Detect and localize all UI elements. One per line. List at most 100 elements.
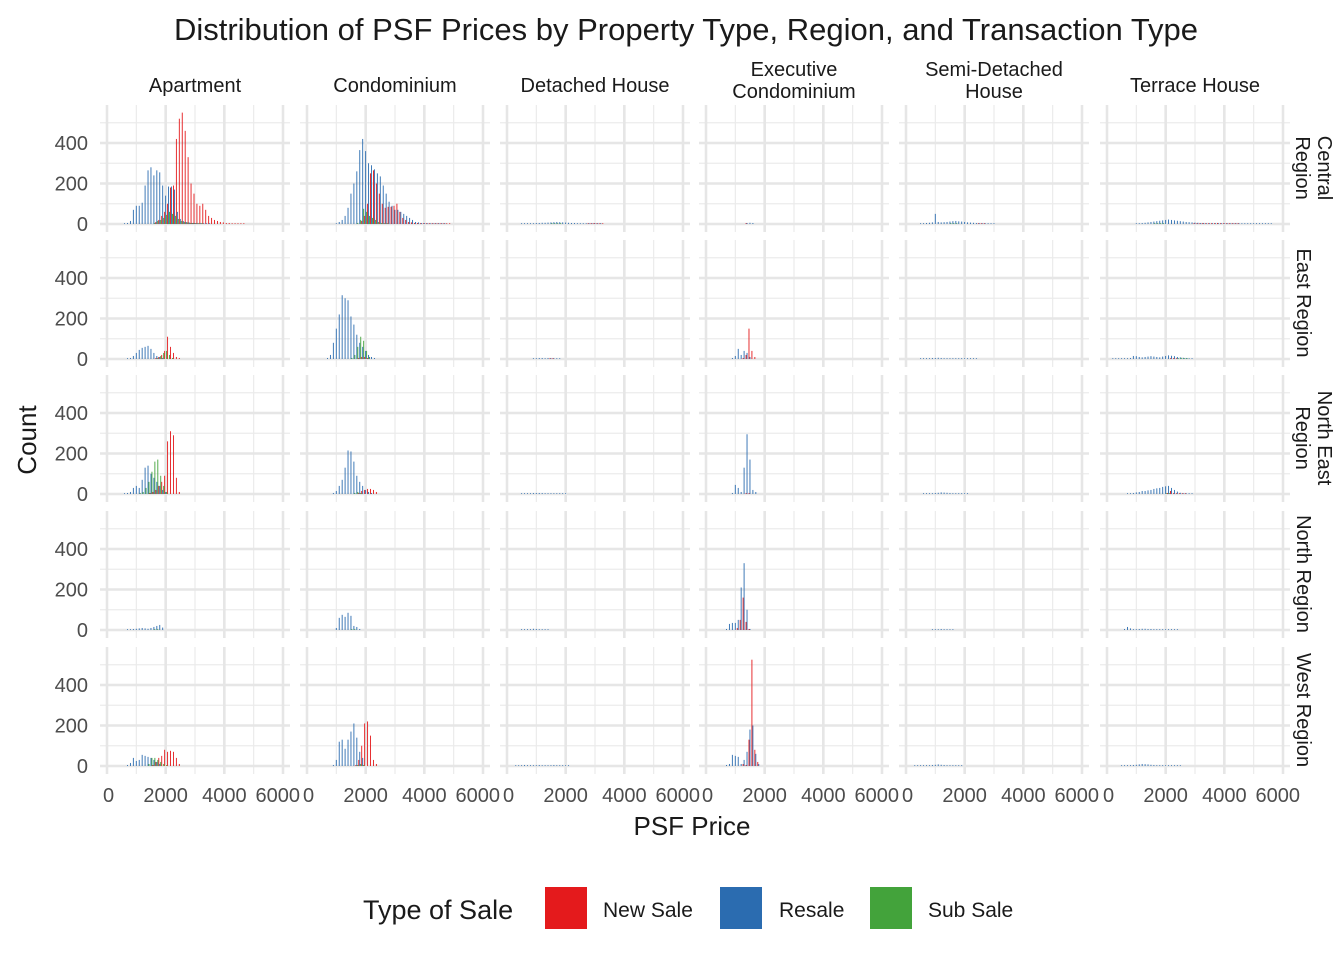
bar-resale — [353, 625, 355, 630]
bar-resale — [538, 629, 540, 630]
bar-resale — [132, 355, 134, 359]
bar-resale — [327, 357, 328, 359]
bar-new-sale — [1208, 223, 1210, 224]
bar-resale — [749, 628, 751, 630]
bar-resale — [356, 737, 358, 766]
bar-resale — [141, 479, 143, 494]
strip-label-detached-house: Detached House — [521, 75, 670, 97]
bar-resale — [1238, 223, 1240, 224]
bar-new-sale — [205, 209, 207, 224]
bar-resale — [359, 342, 361, 359]
bar-resale — [1162, 486, 1164, 494]
y-tick-label: 0 — [77, 214, 88, 236]
bar-resale — [444, 223, 446, 224]
bar-resale — [1118, 358, 1120, 359]
bar-resale — [1235, 223, 1237, 224]
bar-sub-sale — [380, 222, 382, 224]
bar-resale — [529, 765, 531, 766]
bar-resale — [359, 628, 361, 630]
bar-resale — [928, 358, 930, 359]
bar-resale — [1168, 219, 1170, 224]
panel-west-region-terrace-house — [1100, 647, 1290, 774]
bar-resale — [347, 612, 349, 630]
y-tick-label: 200 — [55, 716, 88, 738]
bar-resale — [138, 759, 140, 766]
bar-resale — [1150, 764, 1152, 766]
panel-north-east-region-semi-detached-house — [899, 375, 1089, 502]
bar-resale — [403, 213, 405, 224]
bar-resale — [737, 619, 739, 630]
bar-sub-sale — [166, 350, 168, 359]
bar-resale — [1176, 629, 1178, 630]
bar-resale — [1173, 629, 1175, 630]
panel-east-region-semi-detached-house — [899, 240, 1089, 367]
bar-new-sale — [745, 493, 747, 494]
bar-resale — [1159, 487, 1161, 494]
bar-resale — [946, 358, 948, 359]
strip-label-terrace-house: Terrace House — [1130, 75, 1260, 97]
bar-new-sale — [358, 357, 360, 359]
bar-resale — [967, 222, 969, 224]
strip-label-executive-condominium: Executive Condominium — [732, 59, 855, 103]
bar-resale — [964, 221, 966, 224]
y-tick-label: 400 — [55, 539, 88, 561]
bar-new-sale — [745, 223, 747, 224]
bar-sub-sale — [177, 218, 179, 224]
bar-sub-sale — [154, 461, 156, 494]
bar-resale — [1156, 488, 1158, 494]
strip-label-east-region: East Region — [1292, 249, 1314, 358]
bar-new-sale — [173, 751, 174, 766]
bar-resale — [955, 765, 957, 766]
y-tick-label: 400 — [55, 133, 88, 155]
facet-panels: Apartment Condominium Detached House Execut… — [55, 59, 1335, 807]
bar-resale — [1147, 628, 1149, 630]
bar-resale — [1220, 223, 1222, 224]
panel-north-east-region-condominium — [300, 375, 490, 502]
bar-resale — [129, 220, 131, 224]
bar-resale — [1127, 765, 1128, 766]
bar-sub-sale — [139, 492, 141, 494]
bar-resale — [559, 765, 561, 766]
bar-resale — [952, 765, 954, 766]
bar-resale — [755, 753, 757, 766]
bar-resale — [515, 765, 517, 766]
strip-label-north-east-region: North EastRegion — [1291, 391, 1335, 486]
bar-resale — [373, 357, 375, 359]
bar-resale — [206, 223, 208, 224]
bar-resale — [731, 622, 733, 630]
bar-sub-sale — [554, 223, 556, 224]
bar-resale — [943, 629, 945, 630]
bar-sub-sale — [145, 487, 147, 494]
bar-resale — [144, 467, 146, 494]
bar-resale — [597, 223, 599, 224]
bar-new-sale — [173, 352, 174, 359]
bar-resale — [127, 629, 128, 630]
bar-resale — [362, 485, 364, 494]
bar-sub-sale — [551, 223, 553, 224]
bar-resale — [362, 757, 364, 766]
bar-resale — [335, 759, 337, 766]
bar-new-sale — [155, 221, 157, 224]
bar-resale — [743, 350, 745, 359]
bar-resale — [1171, 487, 1172, 494]
bar-resale — [972, 222, 974, 224]
bar-new-sale — [745, 764, 747, 766]
bar-resale — [585, 223, 587, 224]
bar-new-sale — [1170, 490, 1171, 494]
bar-new-sale — [170, 346, 171, 359]
x-tick-label: 0 — [902, 785, 913, 807]
bar-resale — [1144, 764, 1146, 766]
x-tick-label: 6000 — [256, 785, 301, 807]
bar-resale — [441, 223, 443, 224]
bar-resale — [1159, 357, 1161, 359]
bar-new-sale — [449, 223, 451, 224]
bar-new-sale — [1184, 493, 1186, 494]
legend-label-new-sale: New Sale — [603, 899, 693, 922]
bar-resale — [1171, 219, 1172, 224]
bar-resale — [353, 461, 355, 494]
bar-resale — [350, 451, 352, 494]
bar-resale — [159, 763, 161, 766]
bar-resale — [1217, 223, 1219, 224]
bar-resale — [568, 222, 570, 224]
bar-resale — [958, 765, 960, 766]
